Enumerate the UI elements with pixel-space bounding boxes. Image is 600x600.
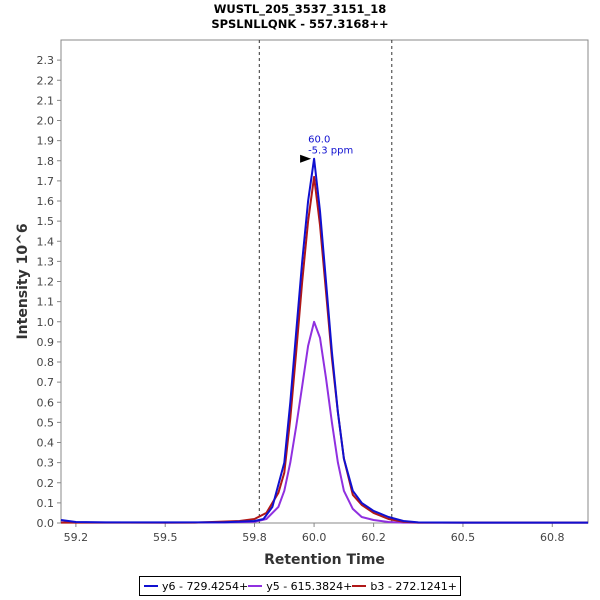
y-tick-label: 0.2 (37, 477, 55, 490)
chart-title: WUSTL_205_3537_3151_18 (213, 2, 387, 16)
chromatogram-chart: 0.0 0.1 0.2 0.3 0.4 0.5 0.6 0.7 0.8 0.9 1.0 1.1 1.2 1… (15, 39, 589, 568)
y-axis-label: Intensity 10^6 (15, 223, 31, 339)
y-tick-label: 1.4 (37, 235, 55, 248)
y-tick-label: 1.3 (37, 255, 55, 268)
peak-ppm-label: -5.3 ppm (308, 146, 353, 157)
y-tick-label: 1.8 (37, 155, 55, 168)
series-line (60, 157, 588, 524)
y-tick-label: 0.9 (37, 336, 55, 349)
y-tick-label: 0.6 (37, 396, 55, 409)
y-tick-label: 2.1 (37, 94, 55, 107)
y-tick-label: 0.4 (37, 437, 55, 450)
legend-swatch (144, 585, 158, 587)
legend-label: b3 - 272.1241+ (370, 579, 458, 593)
x-tick-label: 60.8 (540, 531, 565, 544)
legend-item: y6 - 729.4254+ (144, 580, 248, 593)
x-tick-label: 59.8 (242, 531, 267, 544)
y-tick-label: 0.5 (37, 416, 55, 429)
y-tick-label: 1.7 (37, 175, 55, 188)
legend-swatch (248, 585, 263, 587)
x-tick-label: 59.5 (153, 531, 178, 544)
x-axis-label: Retention Time (264, 552, 385, 568)
y-tick-label: 0.0 (37, 517, 55, 530)
y-tick-label: 1.9 (37, 135, 55, 148)
y-tick-label: 0.3 (37, 457, 55, 470)
y-tick-label: 0.8 (37, 356, 55, 369)
y-tick-label: 2.2 (37, 74, 55, 87)
legend-label: y5 - 615.3824+ (266, 579, 353, 593)
x-tick-label: 60.2 (361, 531, 386, 544)
legend-item: b3 - 272.1241+ (352, 580, 457, 593)
x-tick-label: 59.2 (64, 531, 89, 544)
chart-legend: y6 - 729.4254+ y5 - 615.3824+ b3 - 272.124… (139, 576, 461, 596)
y-tick-label: 1.2 (37, 276, 55, 289)
y-tick-label: 0.7 (37, 376, 55, 389)
y-tick-label: 1.6 (37, 195, 55, 208)
y-tick-label: 1.0 (37, 316, 55, 329)
legend-label: y6 - 729.4254+ (162, 579, 249, 593)
series-line (61, 175, 588, 524)
y-tick-label: 0.1 (37, 497, 55, 510)
x-tick-label: 60.5 (451, 531, 476, 544)
chart-subtitle: SPSLNLLQNK - 557.3168++ (211, 17, 389, 31)
y-tick-label: 1.1 (37, 296, 55, 309)
peak-marker (300, 154, 312, 163)
x-tick-label: 60.0 (302, 531, 327, 544)
y-tick-label: 1.5 (37, 215, 55, 228)
peak-rt-label: 60.0 (308, 135, 330, 146)
y-tick-label: 2.0 (37, 115, 55, 128)
y-tick-label: 2.3 (37, 54, 55, 67)
legend-item: y5 - 615.3824+ (248, 580, 352, 593)
legend-swatch (352, 585, 367, 587)
